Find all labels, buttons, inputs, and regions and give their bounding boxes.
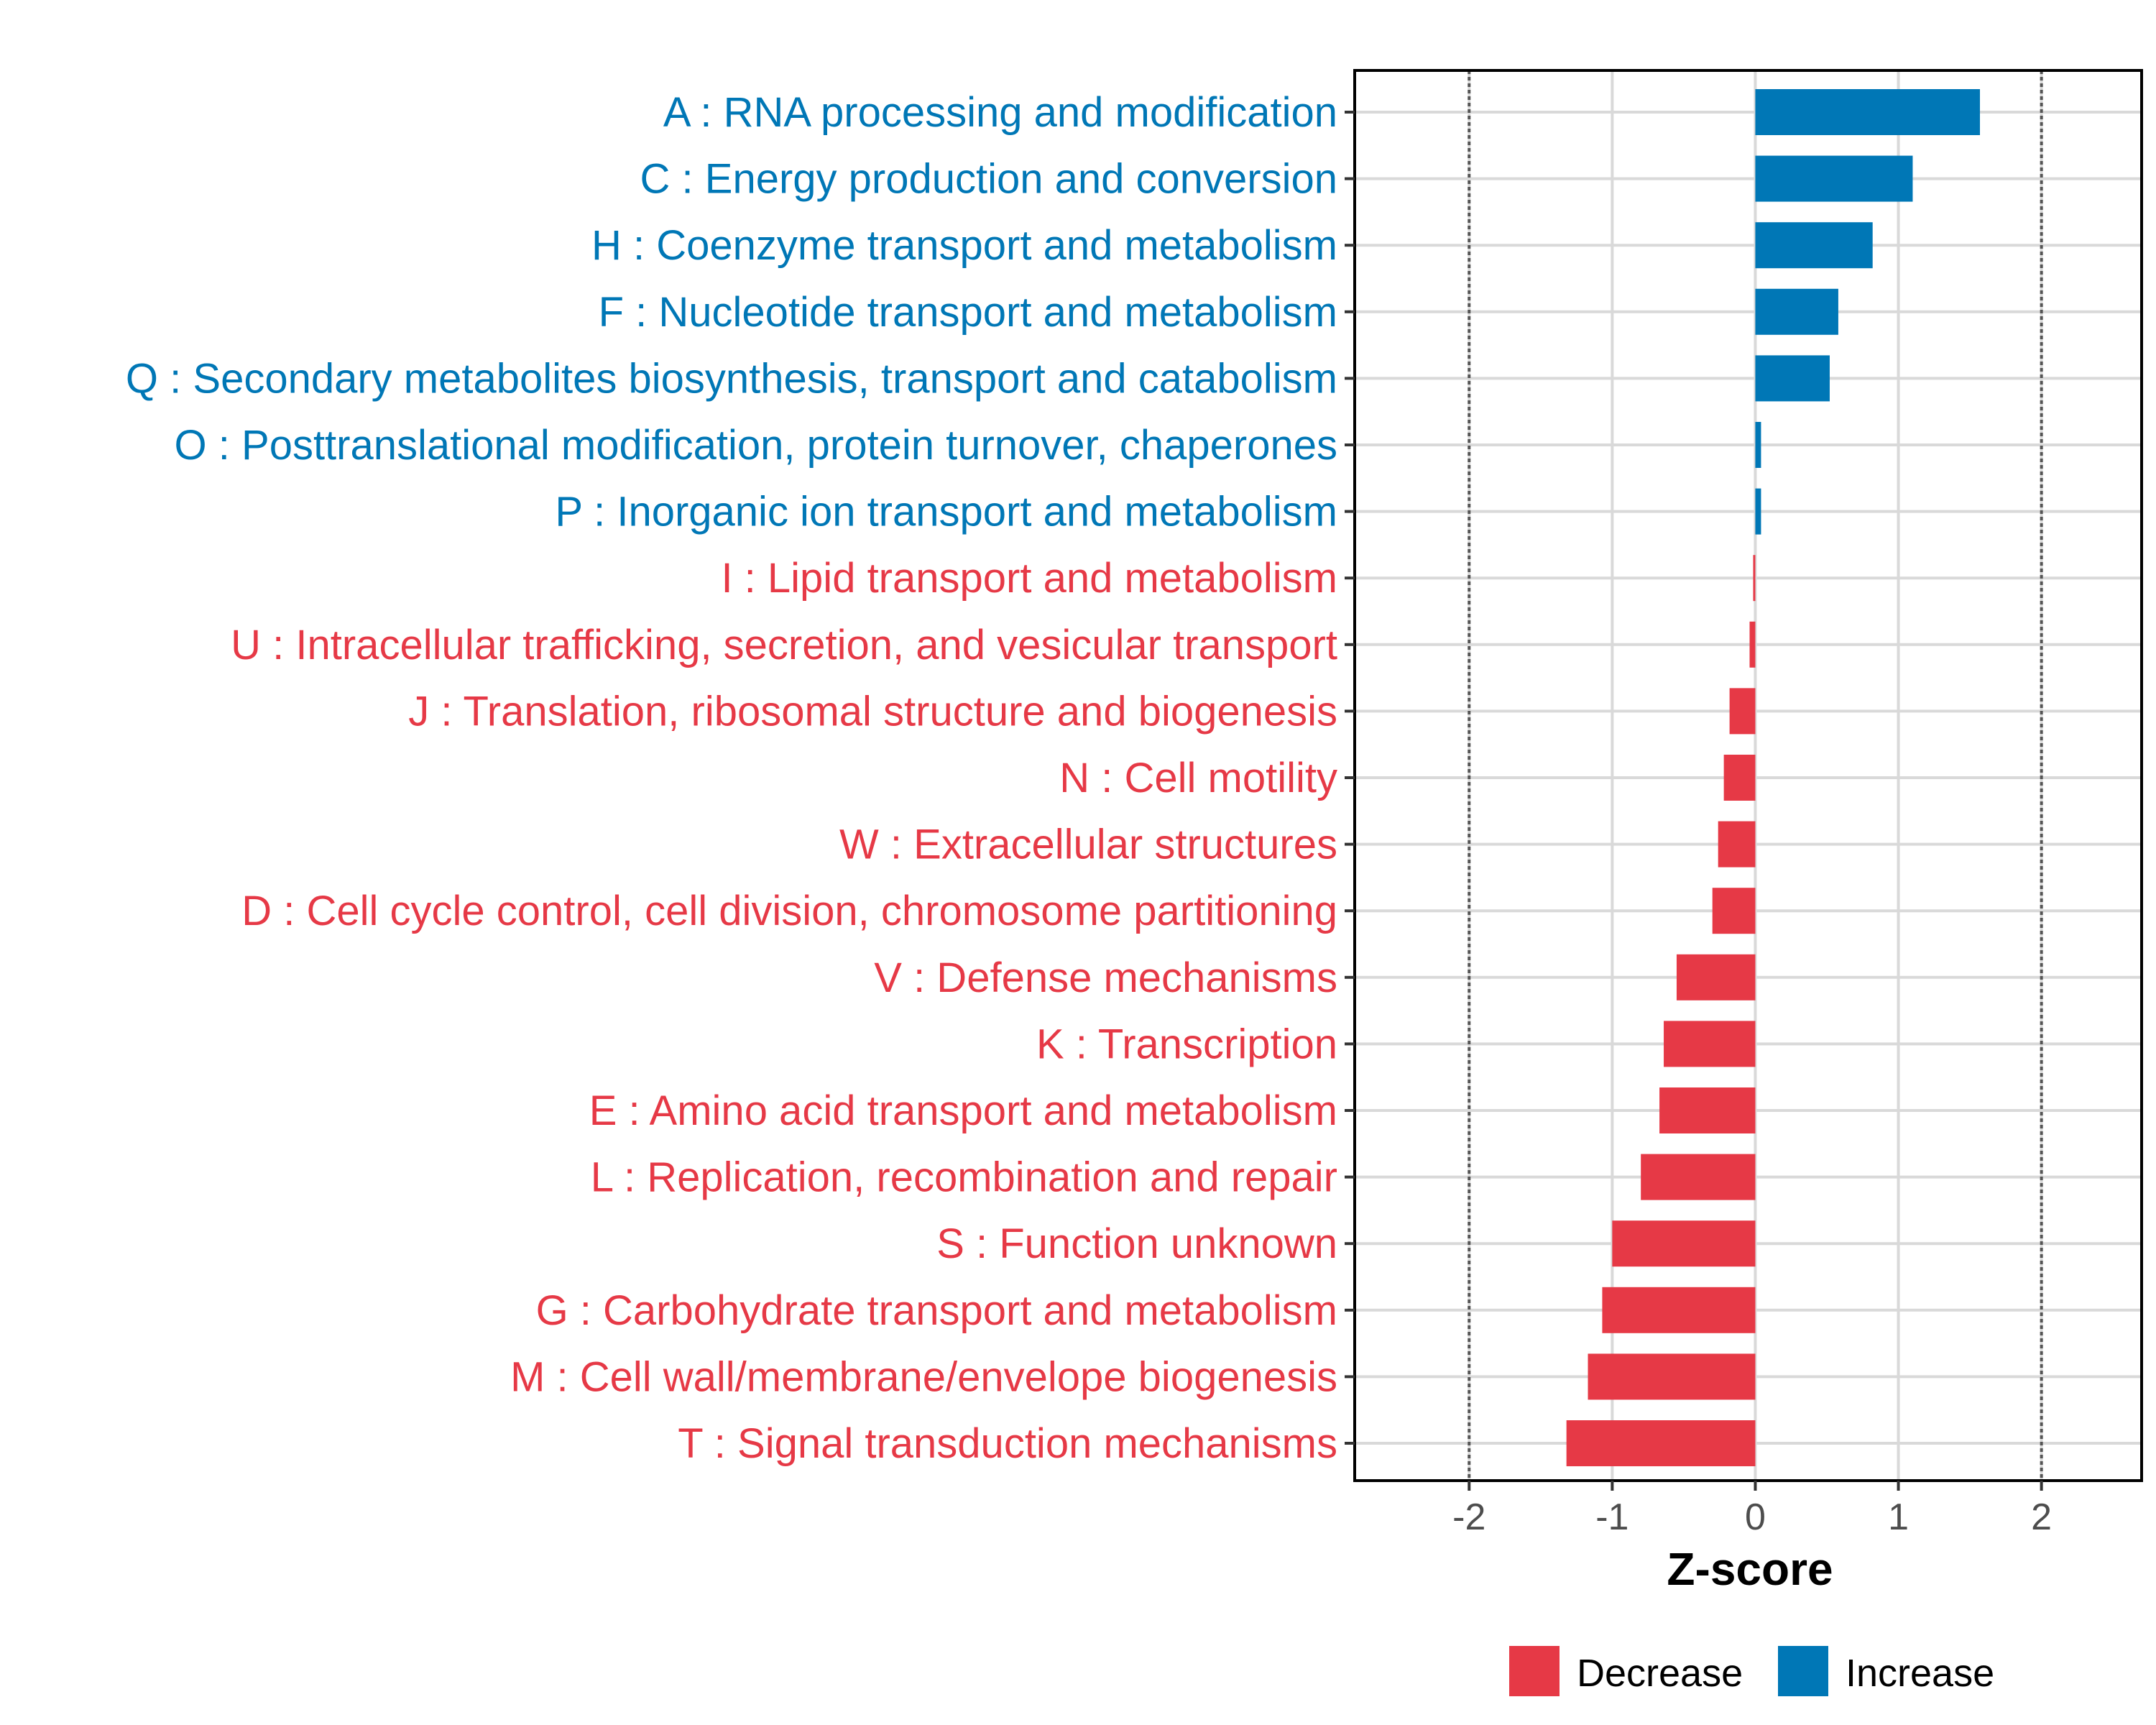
category-label: L : Replication, recombination and repai… xyxy=(591,1154,1337,1201)
bar xyxy=(1676,954,1756,1000)
category-label: D : Cell cycle control, cell division, c… xyxy=(241,888,1337,934)
bar xyxy=(1718,821,1756,868)
bar xyxy=(1755,488,1761,535)
bar xyxy=(1588,1353,1756,1400)
category-label: E : Amino acid transport and metabolism xyxy=(589,1087,1337,1134)
category-label: C : Energy production and conversion xyxy=(640,156,1337,203)
plot-frame xyxy=(1353,69,2143,1482)
bar xyxy=(1755,89,1981,135)
x-tick-label: 1 xyxy=(1888,1496,1909,1538)
x-tick-label: 0 xyxy=(1745,1496,1766,1538)
y-axis-ticks xyxy=(1345,111,1355,1445)
category-label: M : Cell wall/membrane/envelope biogenes… xyxy=(510,1353,1337,1400)
legend-label-increase: Increase xyxy=(1846,1652,1994,1695)
legend: Decrease Increase xyxy=(1509,1646,1994,1696)
x-tick-label: 2 xyxy=(2031,1496,2052,1538)
category-label: H : Coenzyme transport and metabolism xyxy=(591,222,1337,269)
category-label: F : Nucleotide transport and metabolism xyxy=(599,289,1337,336)
bar xyxy=(1664,1021,1756,1067)
legend-swatch-decrease xyxy=(1509,1646,1560,1696)
bar xyxy=(1566,1420,1756,1466)
x-axis-title: Z-score xyxy=(1667,1543,1833,1595)
bar xyxy=(1659,1087,1756,1133)
bar xyxy=(1753,555,1756,602)
category-label: Q : Secondary metabolites biosynthesis, … xyxy=(126,355,1337,402)
category-label: K : Transcription xyxy=(1036,1021,1337,1067)
legend-label-decrease: Decrease xyxy=(1577,1652,1743,1695)
category-label: W : Extracellular structures xyxy=(839,822,1337,868)
bar xyxy=(1641,1154,1756,1200)
x-tick-label: -1 xyxy=(1595,1496,1628,1538)
bar xyxy=(1723,755,1756,801)
bar xyxy=(1602,1287,1756,1333)
category-label: O : Posttranslational modification, prot… xyxy=(175,422,1337,469)
bar xyxy=(1612,1220,1756,1267)
category-label: A : RNA processing and modification xyxy=(663,89,1337,136)
x-tick-label: -2 xyxy=(1452,1496,1485,1538)
category-label: I : Lipid transport and metabolism xyxy=(721,555,1337,602)
bar xyxy=(1755,422,1761,468)
bars xyxy=(1566,89,1981,1466)
category-label: J : Translation, ribosomal structure and… xyxy=(408,688,1337,735)
category-label: N : Cell motility xyxy=(1059,755,1337,801)
bar xyxy=(1755,355,1830,402)
legend-swatch-increase xyxy=(1778,1646,1828,1696)
category-label: G : Carbohydrate transport and metabolis… xyxy=(536,1287,1337,1334)
category-label: V : Defense mechanisms xyxy=(874,954,1337,1001)
bar xyxy=(1729,688,1756,735)
bar xyxy=(1755,222,1873,269)
bar xyxy=(1755,155,1913,202)
x-axis-ticks: -2 -1 0 1 2 xyxy=(1452,1481,2052,1538)
y-axis-category-labels: A : RNA processing and modification C : E… xyxy=(126,89,1337,1467)
bar xyxy=(1712,888,1756,934)
category-label: S : Function unknown xyxy=(936,1220,1337,1267)
category-label: U : Intracellular trafficking, secretion… xyxy=(231,622,1337,668)
bar xyxy=(1749,621,1756,668)
category-label: P : Inorganic ion transport and metaboli… xyxy=(555,489,1337,535)
bar xyxy=(1755,288,1838,335)
category-label: T : Signal transduction mechanisms xyxy=(678,1420,1337,1467)
reference-lines xyxy=(1468,70,2043,1481)
